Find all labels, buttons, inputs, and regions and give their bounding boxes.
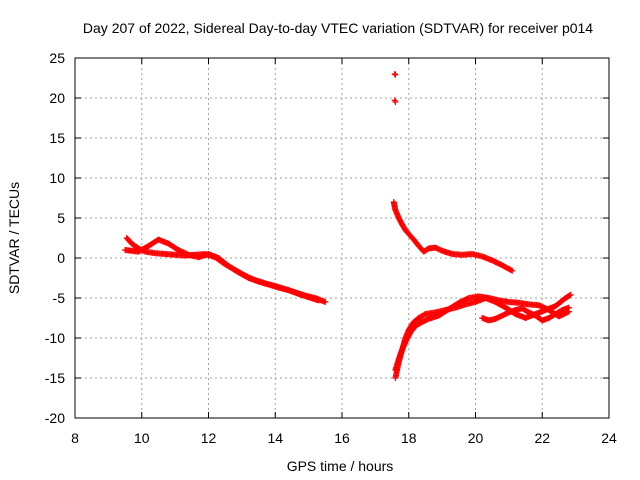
axis-ticks: 8 10 12 14 16 18 20 22 24 -20 -15 -10 -5 0 5 10 15 20 25 bbox=[45, 50, 617, 446]
data-point bbox=[322, 299, 329, 305]
data-point bbox=[565, 304, 572, 311]
y-tick-label: 5 bbox=[57, 210, 65, 226]
y-tick-label: 0 bbox=[57, 250, 65, 266]
x-tick-label: 12 bbox=[201, 430, 217, 446]
y-tick-label: 20 bbox=[49, 90, 65, 106]
series-track-5 bbox=[392, 293, 572, 373]
data-point bbox=[508, 267, 515, 274]
x-tick-label: 8 bbox=[71, 430, 79, 446]
y-axis-label: SDTVAR / TECUs bbox=[6, 182, 22, 294]
x-tick-label: 24 bbox=[601, 430, 617, 446]
chart-title: Day 207 of 2022, Sidereal Day-to-day VTE… bbox=[83, 20, 593, 36]
x-tick-label: 10 bbox=[134, 430, 150, 446]
x-tick-label: 14 bbox=[267, 430, 283, 446]
x-tick-label: 16 bbox=[334, 430, 350, 446]
series-track-2 bbox=[122, 236, 322, 304]
y-tick-label: 10 bbox=[49, 170, 65, 186]
x-tick-label: 22 bbox=[534, 430, 550, 446]
series-track-4 bbox=[392, 291, 574, 381]
y-tick-label: -20 bbox=[45, 410, 65, 426]
grid bbox=[75, 58, 609, 418]
data-points bbox=[122, 71, 574, 381]
y-tick-label: -5 bbox=[53, 290, 66, 306]
data-point bbox=[567, 291, 574, 298]
series-track-3 bbox=[390, 199, 516, 274]
data-point bbox=[392, 71, 399, 78]
series-outliers bbox=[391, 71, 399, 105]
y-tick-label: 25 bbox=[49, 50, 65, 66]
y-tick-label: 15 bbox=[49, 130, 65, 146]
series-track-6 bbox=[479, 304, 572, 324]
x-tick-label: 20 bbox=[468, 430, 484, 446]
data-point bbox=[315, 297, 322, 304]
data-point bbox=[392, 99, 399, 105]
data-point bbox=[566, 292, 573, 299]
x-axis-label: GPS time / hours bbox=[287, 458, 394, 474]
data-point bbox=[509, 267, 516, 274]
x-tick-label: 18 bbox=[401, 430, 417, 446]
y-tick-label: -10 bbox=[45, 330, 65, 346]
y-tick-label: -15 bbox=[45, 370, 65, 386]
data-point bbox=[391, 71, 398, 77]
